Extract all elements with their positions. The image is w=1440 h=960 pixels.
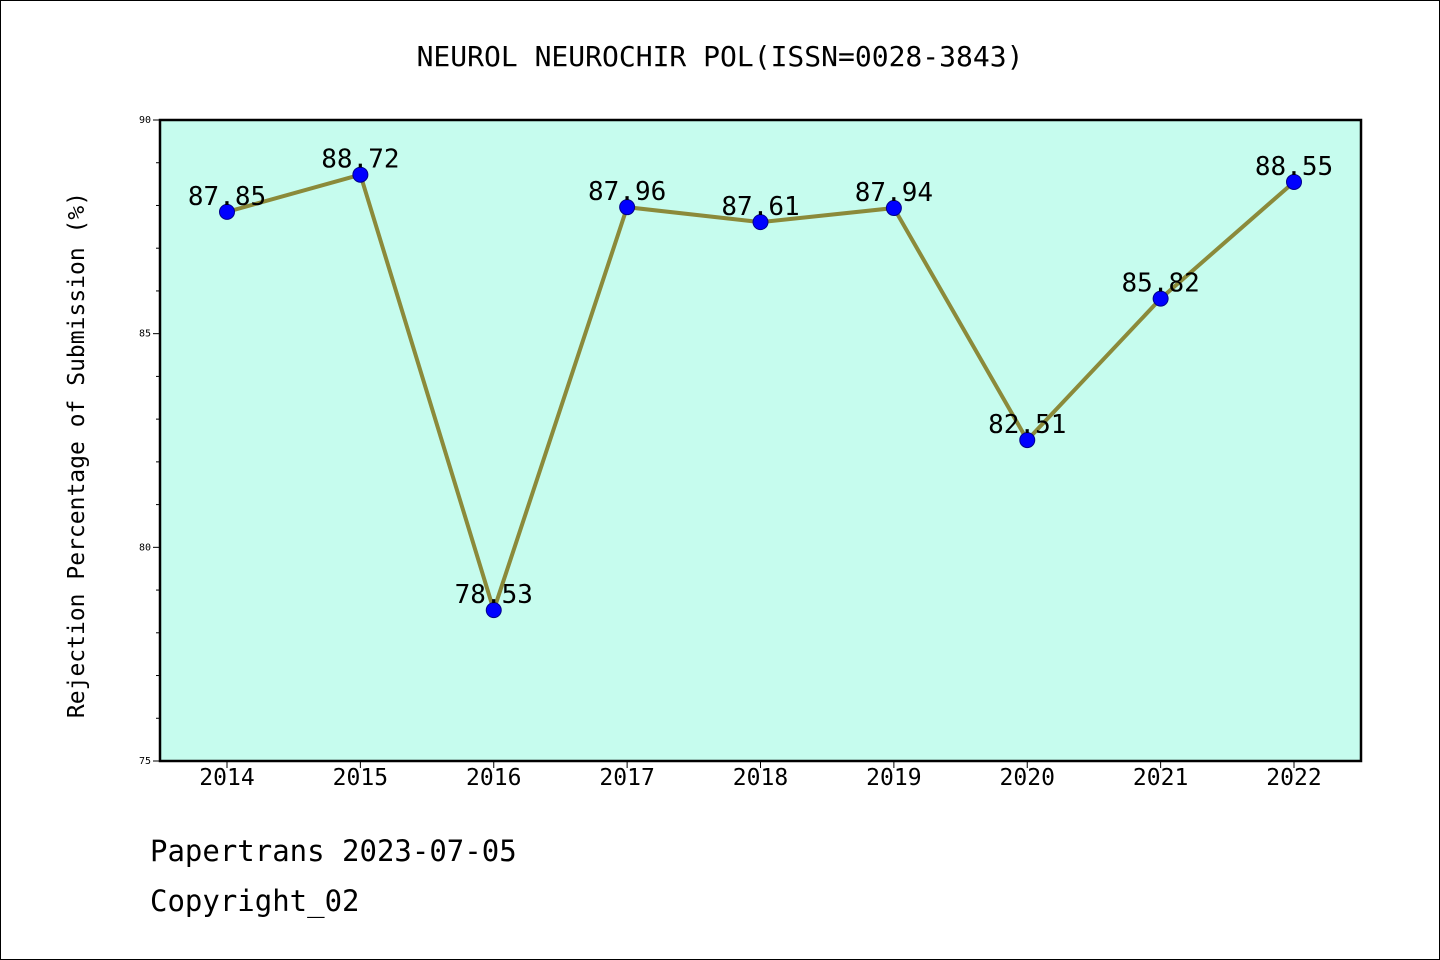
y-axis-label: Rejection Percentage of Submission (%) [64,192,90,718]
data-label: 82.51 [988,410,1066,440]
x-tick-label: 2020 [1000,765,1055,791]
x-tick-label: 2017 [599,765,654,791]
x-tick-label: 2015 [333,765,388,791]
data-label: 87.61 [721,192,799,222]
x-tick-label: 2019 [866,765,921,791]
x-tick-label: 2022 [1266,765,1321,791]
y-axis-ticks: 75 80 85 90 [139,115,160,767]
y-tick-label: 75 [139,756,151,767]
x-tick-label: 2018 [733,765,788,791]
data-label: 87.85 [188,182,266,212]
data-label: 88.55 [1255,152,1333,182]
data-label: 85.82 [1121,269,1199,299]
data-point [485,602,502,619]
data-point [352,166,369,183]
x-tick-label: 2016 [466,765,521,791]
x-axis-ticks: 2014 2015 2016 2017 2018 2019 2020 2021 2022 [199,761,1322,791]
data-point [1286,173,1302,190]
data-label: 87.96 [588,177,666,207]
chart-title: NEUROL NEUROCHIR POL(ISSN=0028-3843) [417,40,1024,73]
data-label: 87.94 [855,178,933,208]
y-tick-label: 80 [139,542,151,553]
data-point [1152,290,1169,307]
footer-copyright-text: Copyright_02 [150,884,360,918]
footer-date-text: Papertrans 2023-07-05 [150,834,517,868]
data-point [885,200,902,217]
y-tick-label: 90 [139,115,151,126]
data-label: 88.72 [321,145,399,175]
data-point [619,199,636,216]
data-point [1019,432,1036,449]
x-tick-label: 2014 [199,765,254,791]
series-group: 87.85 88.72 78.53 87.96 87.61 87.94 82.51 85.82… [188,145,1333,619]
data-label: 78.53 [455,580,533,610]
x-tick-label: 2021 [1133,765,1188,791]
y-tick-label: 85 [139,329,151,340]
data-point [752,214,769,231]
data-point [219,203,235,220]
